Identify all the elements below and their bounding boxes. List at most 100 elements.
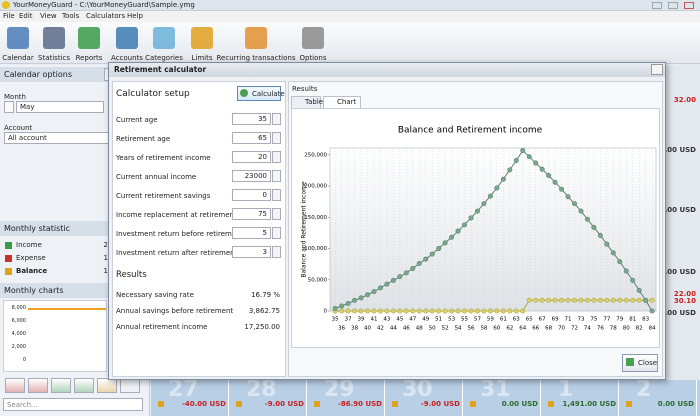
- menu-item[interactable]: View: [40, 12, 57, 20]
- toolbar-label[interactable]: Options: [299, 54, 327, 62]
- x-tick-label: 73: [577, 317, 584, 323]
- window-button[interactable]: [652, 2, 662, 9]
- data-point: [571, 297, 577, 303]
- menu-item[interactable]: File: [3, 12, 15, 20]
- data-point: [436, 308, 442, 314]
- toolbar-label[interactable]: Categories: [145, 54, 183, 62]
- x-tick-label: 56: [468, 326, 475, 332]
- result-value: 17,250.00: [244, 323, 280, 331]
- data-point: [584, 216, 590, 222]
- x-tick-label: 65: [526, 317, 533, 323]
- toolbar-label[interactable]: Limits: [191, 54, 213, 62]
- dialog-title-bar: [109, 63, 665, 77]
- x-tick-label: 76: [597, 326, 604, 332]
- day-number: 29: [324, 377, 355, 402]
- month-select[interactable]: May: [16, 101, 104, 113]
- toolbar-label[interactable]: Accounts: [111, 54, 143, 62]
- data-point: [481, 308, 487, 314]
- window-button[interactable]: [668, 2, 678, 9]
- app-icon: [2, 1, 10, 9]
- toolbar-icon[interactable]: [78, 27, 100, 49]
- tab[interactable]: Chart: [323, 96, 361, 108]
- field-input[interactable]: 5: [232, 227, 271, 239]
- field-input[interactable]: 75: [232, 208, 271, 220]
- spinner[interactable]: [272, 208, 281, 220]
- menu-item[interactable]: Edit: [19, 12, 33, 20]
- day-icon: [548, 401, 554, 407]
- mini-tick-label: 2,000: [11, 344, 26, 350]
- menu-item[interactable]: Help: [127, 12, 143, 20]
- x-tick-label: 58: [480, 326, 487, 332]
- data-point: [630, 277, 636, 283]
- mini-tick-label: 8,000: [11, 305, 26, 311]
- data-point: [591, 297, 597, 303]
- spinner[interactable]: [272, 246, 281, 258]
- toolbar-label[interactable]: Statistics: [38, 54, 70, 62]
- spinner[interactable]: [272, 227, 281, 239]
- data-point: [623, 268, 629, 274]
- field-input[interactable]: 65: [232, 132, 271, 144]
- dialog-close[interactable]: [651, 64, 663, 75]
- data-point: [507, 308, 513, 314]
- toolbar-icon[interactable]: [153, 27, 175, 49]
- data-point: [455, 308, 461, 314]
- field-label: Investment return after retirement, %: [116, 249, 249, 257]
- chart-button[interactable]: [5, 378, 25, 393]
- data-point: [462, 222, 468, 228]
- x-tick-label: 83: [642, 317, 649, 323]
- field-input[interactable]: 3: [232, 246, 271, 258]
- calculate-button[interactable]: Calculate: [237, 86, 285, 101]
- x-tick-label: 53: [448, 317, 455, 323]
- spinner[interactable]: [272, 170, 281, 182]
- x-tick-label: 67: [539, 317, 546, 323]
- toolbar-icon[interactable]: [191, 27, 213, 49]
- spinner[interactable]: [272, 151, 281, 163]
- day-amount: -9.00 USD: [420, 400, 460, 408]
- toolbar-icon[interactable]: [245, 27, 267, 49]
- data-point: [513, 157, 519, 163]
- data-point: [546, 172, 552, 178]
- data-point: [384, 308, 390, 314]
- data-point: [371, 289, 377, 295]
- field-label: Month: [4, 93, 26, 101]
- field-input[interactable]: 35: [232, 113, 271, 125]
- field-input[interactable]: 23000: [232, 170, 271, 182]
- spinner[interactable]: [272, 189, 281, 201]
- data-point: [571, 201, 577, 207]
- plot-area: [329, 147, 657, 312]
- section-title: Monthly statistic: [4, 224, 71, 233]
- stat-value: 1: [103, 267, 108, 275]
- day-cell: [230, 380, 307, 416]
- toolbar-icon[interactable]: [302, 27, 324, 49]
- close-icon: [626, 358, 634, 366]
- menu-item[interactable]: Calculators: [86, 12, 126, 20]
- spinner[interactable]: [272, 132, 281, 144]
- data-point: [526, 154, 532, 160]
- prev-button[interactable]: [4, 101, 14, 113]
- window-button[interactable]: [684, 2, 694, 9]
- spinner[interactable]: [272, 113, 281, 125]
- toolbar-label[interactable]: Calendar: [2, 54, 34, 62]
- x-tick-label: 62: [506, 326, 513, 332]
- chart-button[interactable]: [28, 378, 48, 393]
- field-input[interactable]: 0: [232, 189, 271, 201]
- chart-button[interactable]: [74, 378, 94, 393]
- toolbar-icon[interactable]: [43, 27, 65, 49]
- data-point: [358, 295, 364, 301]
- x-tick-label: 70: [558, 326, 565, 332]
- data-point: [442, 308, 448, 314]
- chart-button[interactable]: [97, 378, 117, 393]
- chart-button[interactable]: [51, 378, 71, 393]
- search-box[interactable]: Search...: [3, 398, 143, 411]
- x-tick-label: 64: [519, 326, 526, 332]
- toolbar-label[interactable]: Recurring transactions: [216, 54, 296, 62]
- data-point: [559, 186, 565, 192]
- field-input[interactable]: 20: [232, 151, 271, 163]
- x-tick-label: 40: [364, 326, 371, 332]
- toolbar-icon[interactable]: [7, 27, 29, 49]
- toolbar-icon[interactable]: [116, 27, 138, 49]
- data-point: [397, 274, 403, 280]
- tab[interactable]: Table: [291, 96, 323, 108]
- toolbar-label[interactable]: Reports: [75, 54, 103, 62]
- menu-item[interactable]: Tools: [62, 12, 80, 20]
